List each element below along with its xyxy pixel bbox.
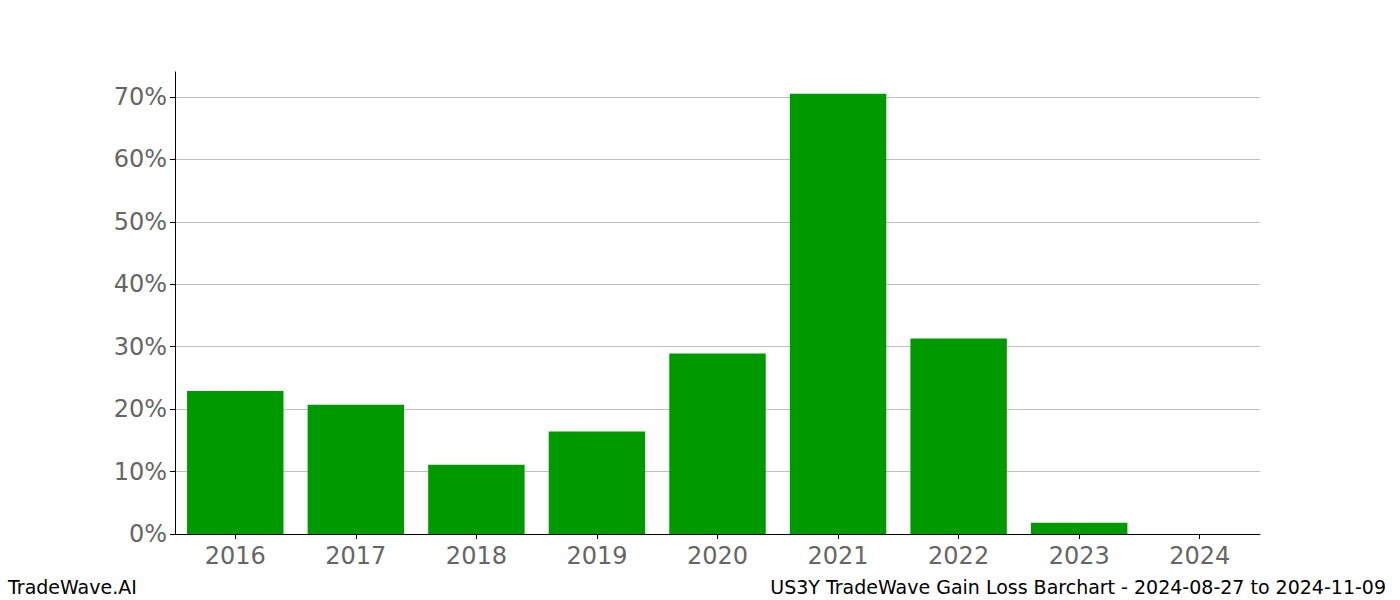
svg-text:2021: 2021 bbox=[808, 542, 869, 570]
svg-text:10%: 10% bbox=[114, 458, 167, 486]
svg-text:40%: 40% bbox=[114, 270, 167, 298]
svg-text:2020: 2020 bbox=[687, 542, 748, 570]
svg-text:US3Y TradeWave Gain Loss Barch: US3Y TradeWave Gain Loss Barchart - 2024… bbox=[770, 576, 1386, 598]
svg-text:0%: 0% bbox=[129, 520, 167, 548]
svg-text:50%: 50% bbox=[114, 208, 167, 236]
svg-text:2019: 2019 bbox=[566, 542, 627, 570]
svg-text:30%: 30% bbox=[114, 333, 167, 361]
svg-text:2018: 2018 bbox=[446, 542, 507, 570]
svg-text:2016: 2016 bbox=[205, 542, 266, 570]
svg-text:2024: 2024 bbox=[1169, 542, 1230, 570]
svg-text:2022: 2022 bbox=[928, 542, 989, 570]
svg-text:TradeWave.AI: TradeWave.AI bbox=[7, 576, 137, 598]
svg-text:70%: 70% bbox=[114, 83, 167, 111]
svg-text:2023: 2023 bbox=[1049, 542, 1110, 570]
svg-text:20%: 20% bbox=[114, 395, 167, 423]
svg-text:60%: 60% bbox=[114, 145, 167, 173]
svg-text:2017: 2017 bbox=[325, 542, 386, 570]
